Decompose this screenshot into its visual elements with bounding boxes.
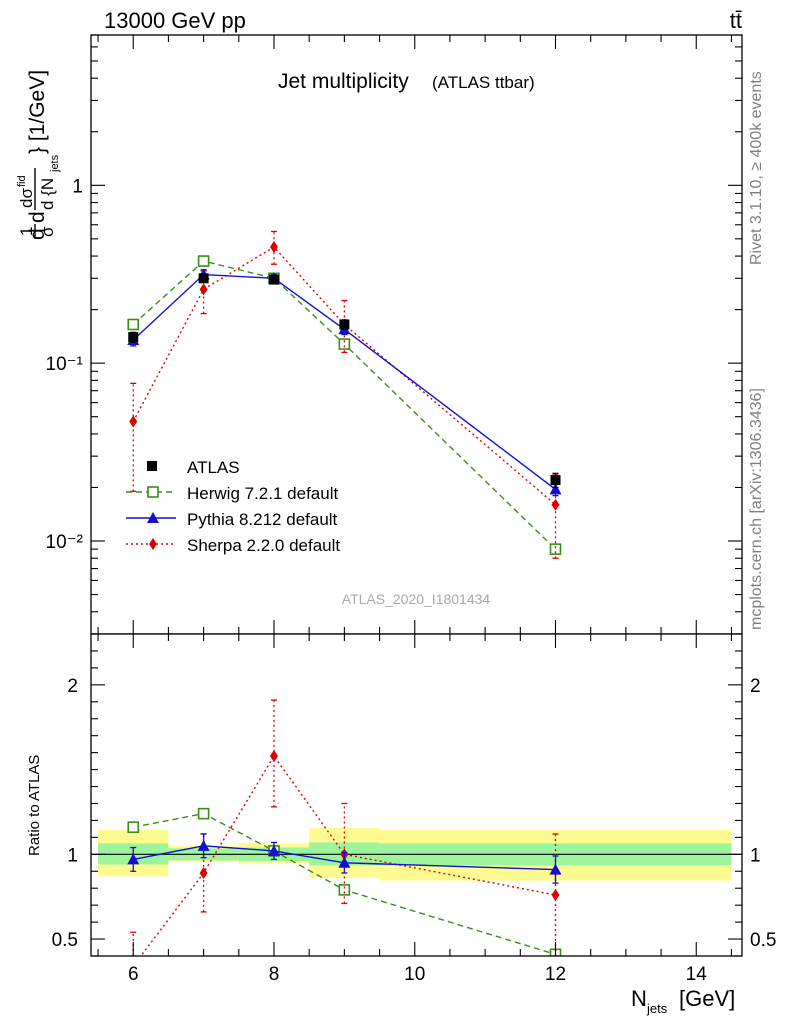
main-sherpa-point [199, 283, 208, 296]
ratio-pythia-point [549, 863, 562, 875]
ratio-frame [90, 633, 743, 957]
ratio-ylabel: Ratio to ATLAS [26, 755, 43, 856]
main-atlas-point [198, 273, 209, 284]
main-atlas-point [550, 475, 561, 486]
legend-marker [147, 486, 159, 498]
svg-text:σ: σ [38, 226, 57, 237]
main-pythia-point [549, 483, 562, 495]
main-sherpa-point [269, 240, 278, 253]
ratio-ytick-label-right: 1 [750, 845, 761, 866]
legend-label: Pythia 8.212 default [187, 510, 338, 529]
ratio-ytick-label: 0.5 [52, 930, 78, 951]
main-herwig-line [132, 260, 556, 550]
svg-text:d: d [26, 211, 49, 223]
main-atlas-point [268, 274, 279, 285]
legend-label: Herwig 7.2.1 default [187, 484, 338, 503]
main-axes-layer: 1 10⁻¹ 10⁻² [46, 34, 743, 635]
svg-text:} [1/GeV]: } [1/GeV] [26, 70, 49, 154]
ratio-ytick-label: 2 [67, 676, 78, 697]
energy-label: 13000 GeV pp [104, 8, 246, 33]
legend-marker [149, 538, 157, 550]
process-label: tt̄ [730, 8, 742, 33]
main-ytick-label: 10⁻¹ [46, 354, 84, 375]
main-herwig-point [338, 338, 351, 350]
ratio-plot-area [91, 634, 742, 956]
legend-label: Sherpa 2.2.0 default [187, 536, 340, 555]
x-axis-label: N jets [GeV] [631, 986, 735, 1016]
ratio-xtick-label: 10 [404, 964, 425, 985]
mcplots-label: mcplots.cern.ch [arXiv:1306.3436] [748, 388, 765, 630]
svg-text:jets: jets [49, 154, 61, 173]
svg-text:N: N [631, 986, 647, 1011]
main-herwig-point [197, 255, 210, 267]
main-atlas-point [128, 332, 139, 343]
ratio-herwig-point [338, 884, 351, 896]
main-plot-area [91, 35, 742, 634]
ratio-pythia-point [127, 853, 140, 865]
main-series-layer [127, 230, 562, 559]
main-herwig-point [127, 318, 140, 331]
chart-title: Jet multiplicity [278, 70, 409, 93]
ratio-ytick-label-right: 2 [750, 676, 761, 697]
main-series-clip [127, 230, 562, 559]
ratio-sherpa-point [551, 888, 560, 901]
svg-text:1: 1 [17, 227, 36, 236]
legend-marker [147, 461, 157, 471]
main-ytick-label: 1 [72, 176, 83, 197]
legend-marker [147, 512, 159, 523]
main-atlas-point [339, 319, 350, 330]
ratio-herwig-point [127, 821, 140, 834]
ratio-axes-layer: 0.5 0.51 12 26 8 10 12 14 [52, 633, 776, 985]
ratio-ytick-label-right: 0.5 [750, 930, 776, 951]
svg-text:fid: fid [16, 175, 28, 187]
ratio-xtick-label: 8 [269, 964, 280, 985]
svg-text:jets: jets [646, 1001, 668, 1016]
legend: ATLAS Herwig 7.2.1 default Pythia 8.212 de… [126, 458, 340, 555]
ratio-xtick-label: 14 [686, 964, 708, 985]
ratio-sherpa-line [140, 754, 556, 956]
main-ylabel: d 1 σ d dσ fid d {N jets } [1/GeV] [16, 70, 61, 240]
chart-title-suffix: (ATLAS ttbar) [432, 73, 535, 92]
svg-text:dσ: dσ [17, 188, 36, 208]
rivet-version-label: Rivet 3.1.10, ≥ 400k events [748, 71, 765, 265]
main-sherpa-point [129, 415, 138, 428]
svg-text:[GeV]: [GeV] [679, 986, 735, 1011]
ratio-xtick-label: 6 [128, 964, 139, 985]
main-series-atlas [128, 273, 561, 489]
ratio-pythia-point [338, 856, 351, 868]
ratio-pythia-point [197, 839, 210, 851]
main-ytick-label: 10⁻² [46, 532, 84, 553]
svg-text:d {N: d {N [38, 178, 57, 210]
ratio-panel [91, 634, 742, 956]
ratio-pythia-point [267, 844, 280, 856]
ratio-series-pythia [127, 833, 562, 884]
ratio-ytick-label: 1 [67, 845, 78, 866]
svg-text:d: d [26, 228, 49, 240]
ratio-sherpa-point [199, 866, 208, 879]
main-herwig-point [549, 543, 562, 555]
main-sherpa-point [551, 498, 560, 511]
ratio-sherpa-point [269, 750, 278, 763]
main-panel [91, 35, 742, 634]
analysis-tag: ATLAS_2020_I1801434 [342, 591, 491, 607]
ratio-xtick-label: 12 [545, 964, 566, 985]
ratio-herwig-point [197, 807, 210, 820]
legend-label: ATLAS [187, 458, 240, 477]
